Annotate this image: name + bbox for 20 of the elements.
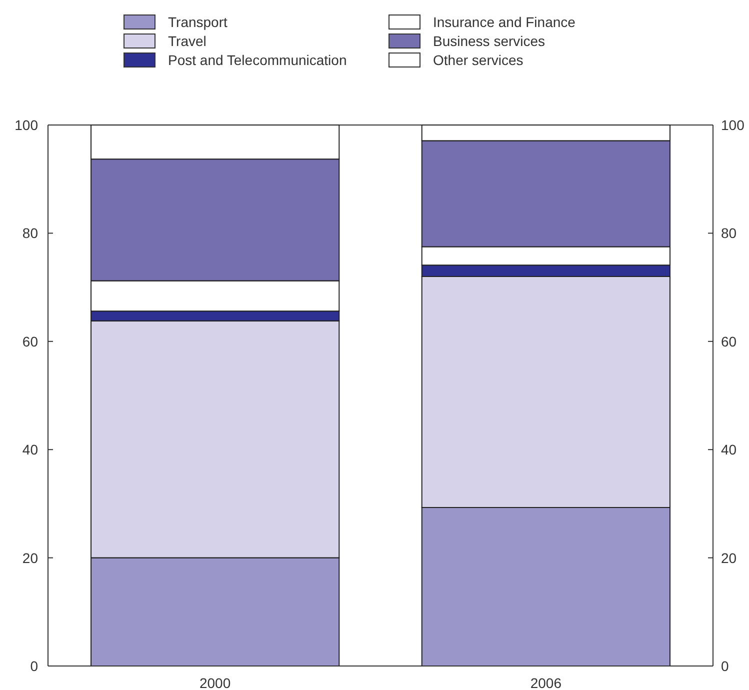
y-tick-label: 0 xyxy=(30,658,38,674)
y2-tick-label: 100 xyxy=(721,117,745,133)
legend-label: Transport xyxy=(168,14,228,30)
x-tick-label: 2000 xyxy=(200,675,231,690)
legend-label: Travel xyxy=(168,33,206,49)
x-tick-label: 2006 xyxy=(530,675,562,690)
y2-tick-label: 40 xyxy=(721,442,737,458)
legend-label: Post and Telecommunication xyxy=(168,52,347,68)
legend-label: Other services xyxy=(433,52,524,68)
legend-label: Business services xyxy=(433,33,546,49)
y2-tick-label: 0 xyxy=(721,658,729,674)
y2-tick-label: 60 xyxy=(721,333,737,350)
y-tick-label: 20 xyxy=(22,550,38,566)
y2-tick-label: 20 xyxy=(721,550,737,566)
y2-tick-label: 80 xyxy=(721,225,737,242)
legend-label: Insurance and Finance xyxy=(433,14,576,30)
y-tick-label: 80 xyxy=(22,225,38,242)
y-tick-label: 40 xyxy=(22,442,38,458)
y-tick-label: 100 xyxy=(14,117,38,133)
y-tick-label: 60 xyxy=(22,333,38,350)
